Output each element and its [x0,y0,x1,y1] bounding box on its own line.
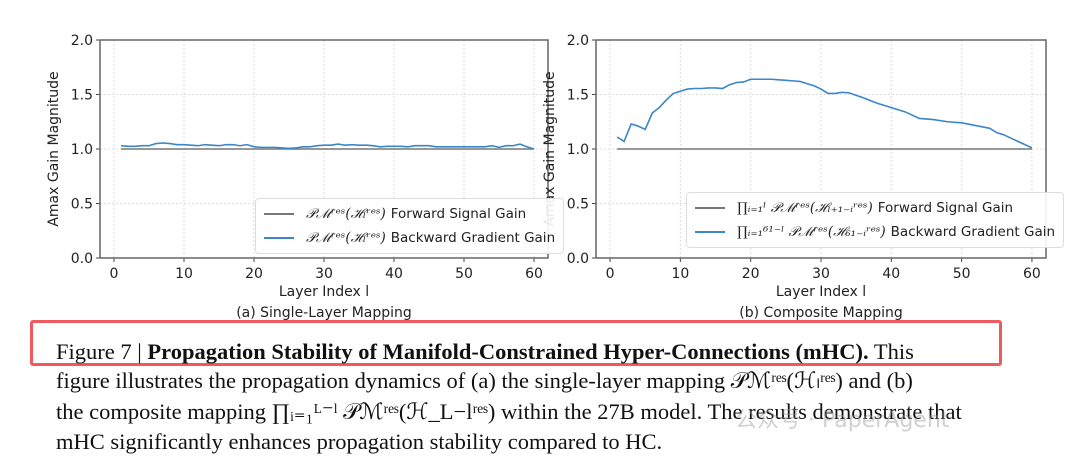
legend-label: Backward Gradient Gain [890,224,1056,240]
x-tick-label: 20 [245,266,263,282]
legend-swatch-forward [695,207,725,209]
caption-text: This [868,339,914,364]
x-tick-label: 0 [110,266,119,282]
x-tick-label: 50 [455,266,473,282]
caption-label: Figure 7 | [56,339,148,364]
y-tick-label: 2.0 [567,33,589,49]
x-tick-label: 10 [175,266,193,282]
x-tick-label: 10 [671,266,689,282]
x-tick-label: 50 [953,266,971,282]
chart-b: 0 10 20 30 40 50 60 0.0 0.5 1.0 1.5 2.0 Layer Index … [542,33,1047,320]
x-tick-label: 30 [812,266,830,282]
subplot-caption: (b) Composite Mapping [739,305,903,320]
subplot-caption: (a) Single-Layer Mapping [236,305,412,320]
x-tick-label: 60 [525,266,543,282]
legend-swatch-backward [264,237,294,239]
axes-frame [595,39,1047,259]
chart-a: 0 10 20 30 40 50 60 0.0 0.5 1.0 1.5 2.0 Layer Index … [46,33,549,320]
y-tick-label: 0.5 [71,197,93,213]
y-axis-label: Amax Gain Magnitude [46,71,62,226]
series-line-backward [120,142,535,150]
caption-line-4: mHC significantly enhances propagation s… [56,429,663,454]
y-tick-label: 1.5 [71,88,93,104]
legend-label: Forward Signal Gain [390,206,527,222]
x-tick-label: 40 [882,266,900,282]
y-tick-label: 0.0 [567,251,589,267]
caption-title: Propagation Stability of Manifold-Constr… [147,339,869,364]
y-tick-label: 1.0 [567,142,589,158]
legend-label: Backward Gradient Gain [390,230,556,246]
legend-a: 𝒫ℳʳᵉˢ(ℋₗʳᵉˢ) Forward Signal Gain 𝒫ℳʳᵉˢ(ℋₗ… [255,198,565,254]
caption-line-1: Figure 7 | Propagation Stability of Mani… [56,337,914,366]
x-tick-label: 0 [606,266,615,282]
caption-line-3: the composite mapping ∏ᵢ₌₁ᴸ⁻ˡ 𝒫ℳʳᵉˢ(ℋ_L−… [56,399,962,424]
x-axis-label: Layer Index l [279,284,369,300]
highlight-box [30,320,1002,366]
x-tick-label: 20 [742,266,760,282]
legend-math: 𝒫ℳʳᵉˢ(ℋₗʳᵉˢ) [306,206,386,222]
axes-frame [99,39,549,259]
y-tick-label: 1.5 [567,88,589,104]
x-axis-label: Layer Index l [776,284,866,300]
figure-charts: 0 10 20 30 40 50 60 0.0 0.5 1.0 1.5 2.0 Layer Index … [46,33,1047,320]
y-tick-label: 2.0 [71,33,93,49]
x-tick-label: 40 [385,266,403,282]
legend-math: ∏ᵢ₌₁⁶¹⁻ˡ 𝒫ℳʳᵉˢ(ℋ₆₁₋ᵢʳᵉˢ) [737,224,886,240]
y-tick-label: 1.0 [71,142,93,158]
legend-label: Forward Signal Gain [877,200,1014,216]
series-line-backward [616,78,1033,149]
legend-swatch-forward [264,213,294,215]
legend-b: ∏ᵢ₌₁ˡ 𝒫ℳʳᵉˢ(ℋₗ₊₁₋ᵢʳᵉˢ) Forward Signal Gai… [686,192,1065,248]
watermark: 公众号 · PaperAgent [735,408,950,433]
x-tick-label: 60 [1023,266,1041,282]
y-axis-label: Amax Gain Magnitude [542,71,558,226]
legend-swatch-backward [695,231,725,233]
caption-line-2: figure illustrates the propagation dynam… [56,368,913,393]
y-tick-label: 0.5 [567,197,589,213]
x-tick-label: 30 [315,266,333,282]
legend-math: ∏ᵢ₌₁ˡ 𝒫ℳʳᵉˢ(ℋₗ₊₁₋ᵢʳᵉˢ) [737,200,873,216]
legend-math: 𝒫ℳʳᵉˢ(ℋₗʳᵉˢ) [306,230,386,246]
y-tick-label: 0.0 [71,251,93,267]
